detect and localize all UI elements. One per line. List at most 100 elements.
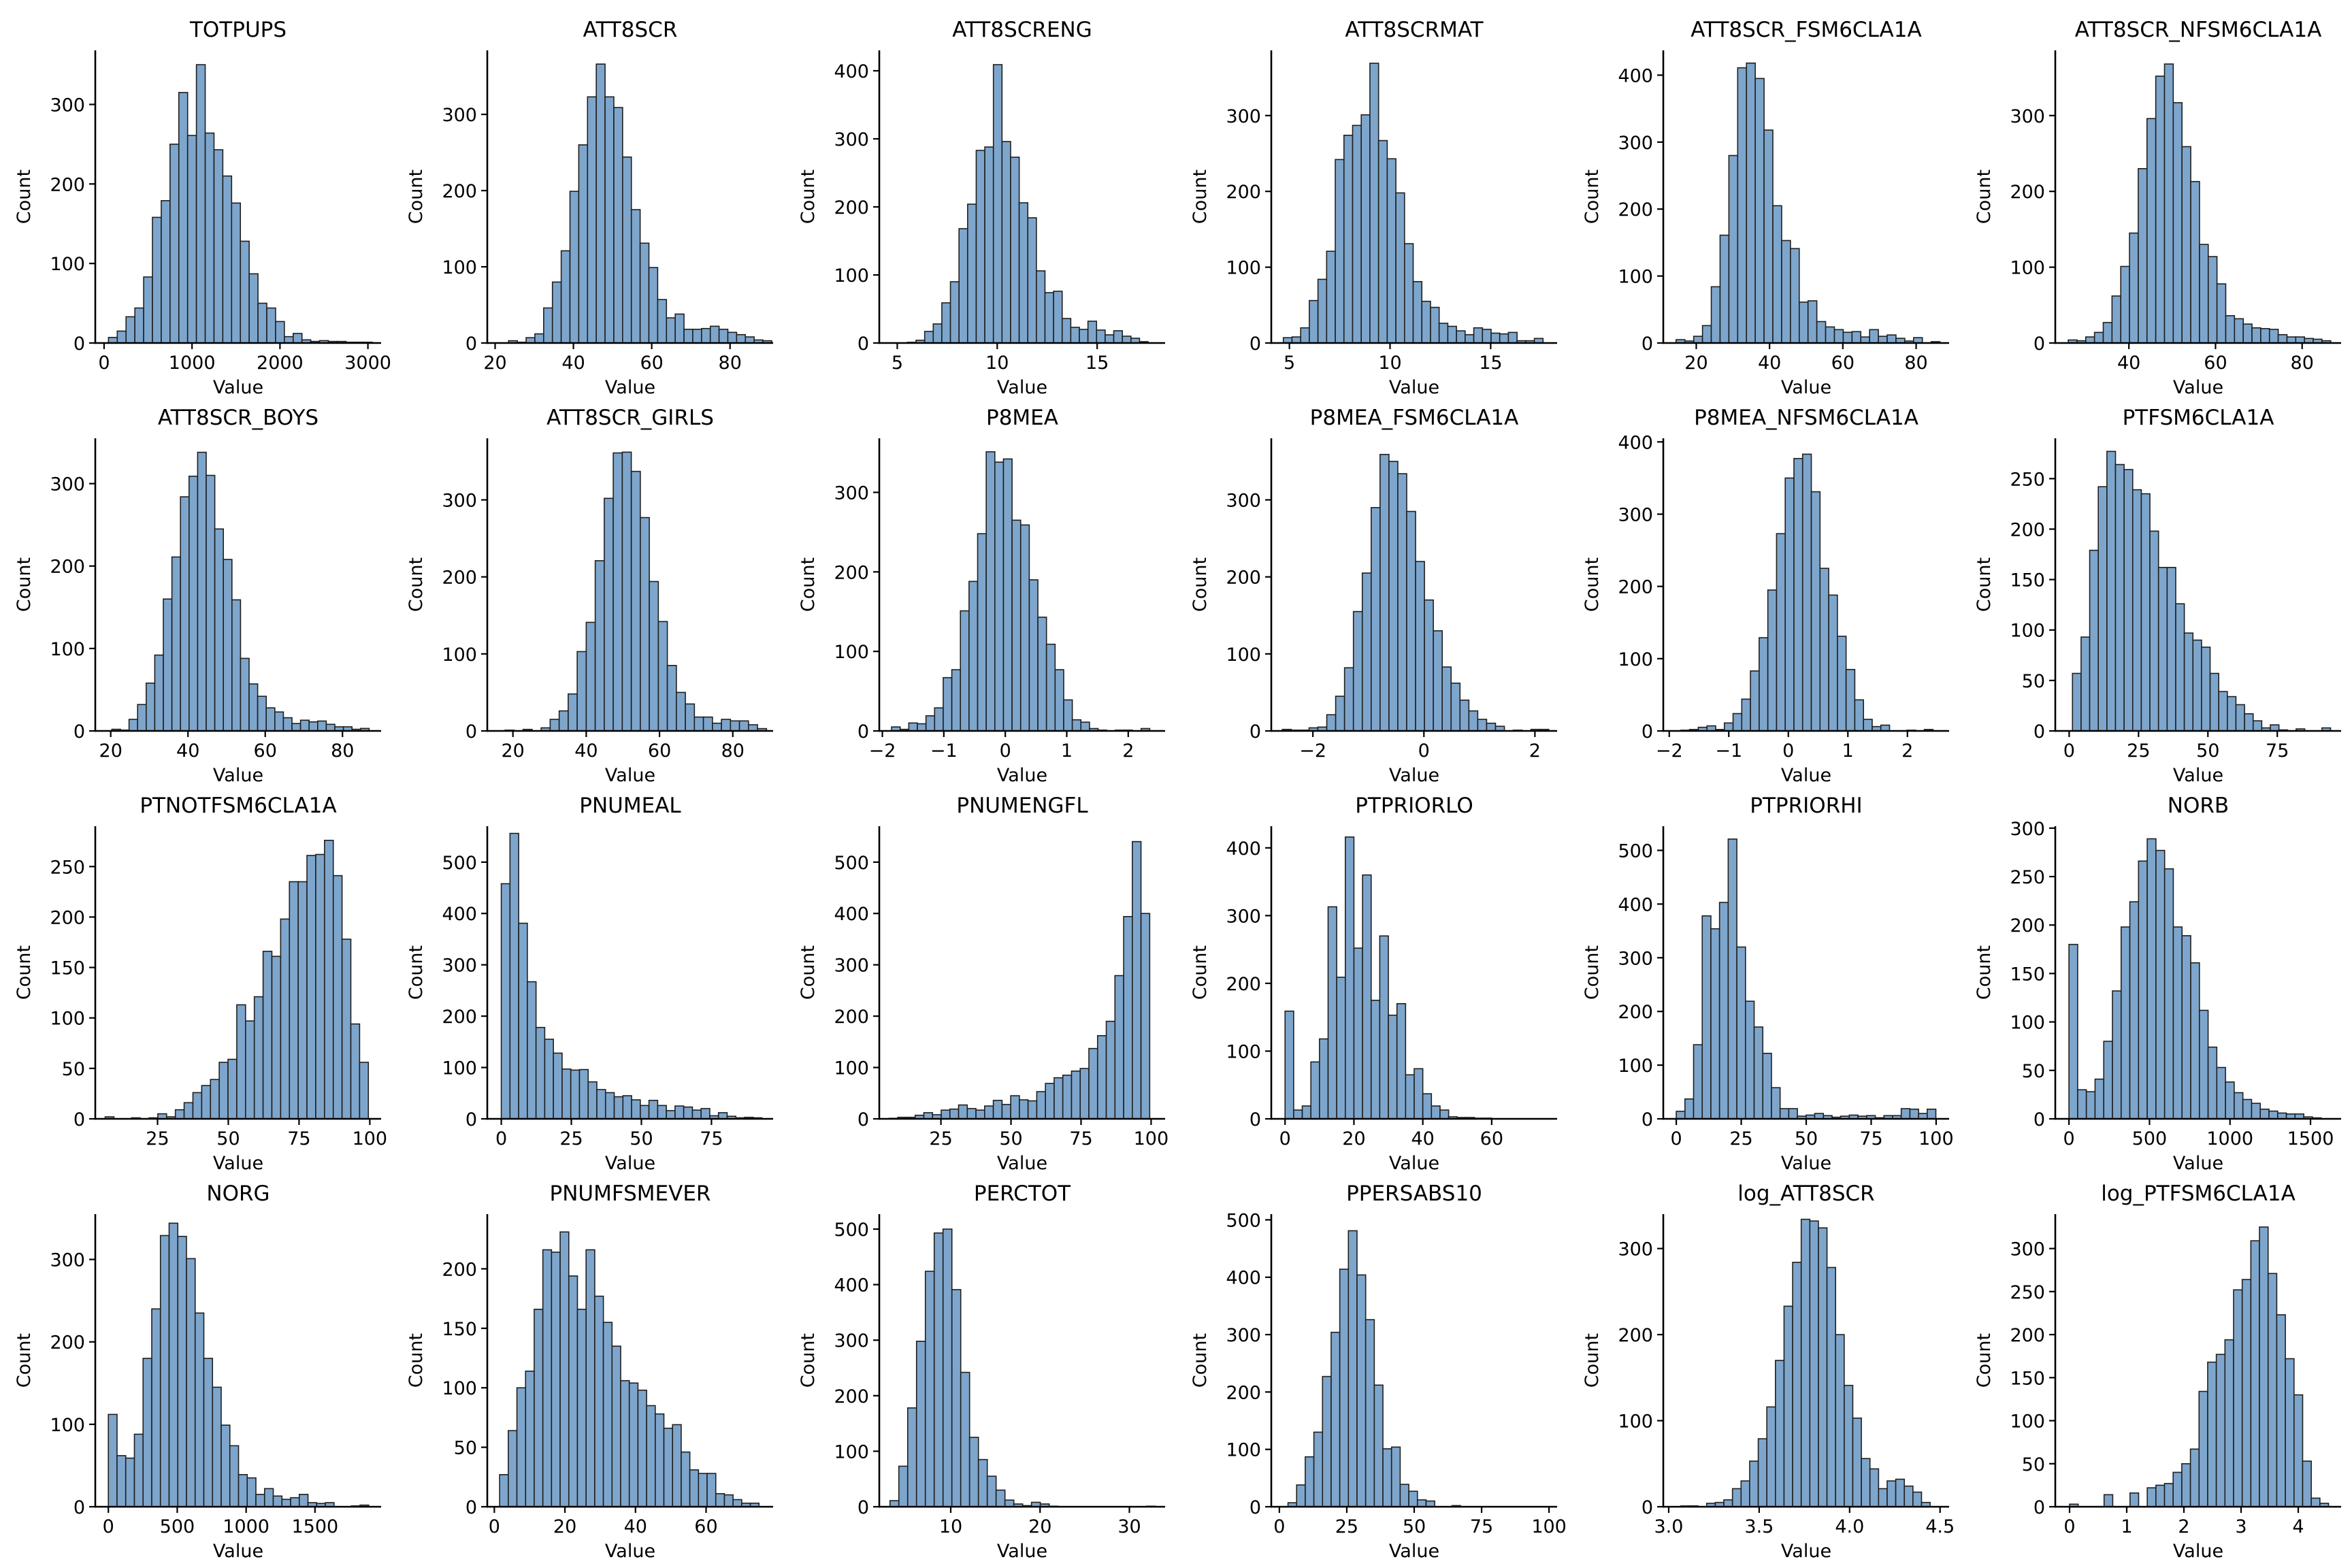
- x-tick-label: 2: [1529, 740, 1541, 762]
- x-tick-label: 60: [1480, 1128, 1503, 1149]
- histogram-bar: 12: [317, 720, 327, 732]
- histogram-bar: 51: [604, 1092, 615, 1120]
- histogram-bar: 57: [2072, 672, 2082, 732]
- histogram-bar: 265: [1011, 519, 1022, 732]
- x-tick-label: 25: [559, 1128, 583, 1149]
- histogram-bar: 18: [702, 716, 713, 732]
- y-tick-label: 100: [2010, 1013, 2045, 1034]
- histogram-bar: 142: [657, 621, 668, 732]
- histogram-bar: 179: [2089, 549, 2100, 732]
- x-tick-label: 25: [146, 1128, 169, 1149]
- y-tick-label: 50: [2022, 1454, 2045, 1475]
- histogram-bar: 205: [1361, 572, 1372, 732]
- chart-title: ATT8SCR_NFSM6CLA1A: [2075, 18, 2322, 42]
- histogram-bar: 20: [2251, 327, 2261, 344]
- histogram-bar: 100: [516, 1387, 527, 1507]
- y-axis-label: Count: [14, 945, 35, 1000]
- histogram-bar: 194: [568, 1275, 578, 1507]
- histogram-bar: 10: [1693, 336, 1703, 344]
- histogram-bar: 261: [186, 135, 197, 344]
- histogram-bar: 41: [2094, 1078, 2105, 1120]
- histogram-bar: 416: [1344, 836, 1355, 1120]
- y-axis-label: Count: [1974, 1333, 1995, 1388]
- histogram-bar: 230: [2138, 167, 2148, 344]
- histogram-bar: 22: [263, 1488, 274, 1507]
- y-tick-label: 200: [2010, 519, 2045, 540]
- bars: 4381427621011452302963523683172592131301…: [2068, 63, 2332, 344]
- histogram-bar: 32: [1816, 321, 1827, 344]
- y-tick-label: 0: [2034, 721, 2045, 742]
- x-axis-label: Value: [1389, 377, 1439, 398]
- bars: 2115291626333956591139712116616119823523…: [104, 839, 370, 1120]
- histogram-bar: 12: [717, 1112, 728, 1120]
- histogram-bar: 33: [666, 317, 676, 344]
- histogram-bar: 27: [2102, 322, 2113, 344]
- y-tick-label: 200: [834, 1386, 869, 1407]
- x-tick-label: 20: [1684, 353, 1708, 374]
- histogram-bar: 9: [917, 723, 927, 732]
- histogram-bar: 206: [1018, 202, 1029, 344]
- histogram-bar: 18: [1113, 330, 1123, 344]
- histogram-bar: 69: [1045, 1083, 1055, 1120]
- histogram-bar: 309: [2250, 1240, 2260, 1507]
- histogram-bar: 48: [568, 693, 578, 732]
- y-tick-label: 100: [50, 254, 85, 275]
- x-tick-label: 1500: [291, 1516, 338, 1537]
- histogram-bar: 39: [1399, 1484, 1409, 1507]
- y-tick-label: 200: [2010, 915, 2045, 936]
- histogram-bar: 28: [265, 707, 276, 732]
- bars: 3171246801211992603233663233092441751319…: [508, 63, 772, 344]
- histogram-bar: 161: [2190, 962, 2200, 1120]
- x-tick-label: 1: [1842, 740, 1854, 762]
- y-tick-label: 500: [834, 1220, 869, 1241]
- histogram-bar: 98: [1079, 1068, 1090, 1120]
- histogram-bar: 23: [1070, 327, 1080, 344]
- histogram-bar: 122: [1762, 1052, 1772, 1120]
- bars: 4585563812671781551289795967257514345372…: [500, 832, 763, 1120]
- x-tick-label: 10: [985, 353, 1009, 374]
- y-tick-label: 100: [1618, 1411, 1653, 1433]
- histogram-bar: 20: [1833, 329, 1844, 344]
- histogram-bar: 212: [1373, 1384, 1384, 1507]
- histogram-bar: 125: [968, 1437, 979, 1507]
- x-tick-label: 4: [2292, 1516, 2304, 1537]
- histogram-bar: 40: [1459, 699, 1470, 732]
- histogram-bar: 277: [2106, 451, 2117, 732]
- histogram-bar: 56: [1861, 1458, 1871, 1507]
- x-tick-label: 40: [1411, 1128, 1434, 1149]
- histogram-bar: 368: [2163, 63, 2174, 344]
- y-axis-label: Count: [406, 169, 427, 224]
- x-tick-label: 1000: [169, 353, 216, 374]
- y-tick-label: 250: [2010, 469, 2045, 490]
- histogram-bar: 252: [1353, 947, 1363, 1120]
- y-tick-label: 100: [834, 265, 869, 287]
- histogram-bar: 414: [1339, 1269, 1350, 1507]
- histogram-bar: 16: [1456, 330, 1466, 344]
- y-tick-label: 50: [62, 1059, 85, 1080]
- histogram-bar: 44: [1869, 1468, 1880, 1507]
- histogram-bar: 178: [906, 1407, 917, 1507]
- x-tick-label: 3: [2235, 1516, 2247, 1537]
- y-tick-label: 400: [1618, 432, 1653, 453]
- histogram-panel-pnumengfl: 1337128171927201725362845373553698085939…: [798, 794, 1169, 1174]
- histogram-panel-p8mea-nfsm6cla1a: 1257211244483129195273350377383331225188…: [1582, 406, 1949, 786]
- histogram-bar: 17: [691, 1109, 702, 1120]
- y-tick-label: 400: [1618, 894, 1653, 915]
- histogram-bar: 313: [1327, 906, 1337, 1120]
- chart-title: TOTPUPS: [189, 18, 287, 42]
- histogram-bar: 235: [194, 1312, 205, 1507]
- histogram-bar: 95: [570, 1069, 581, 1120]
- histogram-bar: 21: [1878, 1488, 1888, 1507]
- histogram-bar: 79: [1757, 1438, 1767, 1507]
- y-tick-label: 300: [1618, 133, 1653, 154]
- histogram-bar: 18: [683, 329, 693, 344]
- y-axis-label: Count: [1582, 1333, 1603, 1388]
- histogram-bar: 131: [639, 242, 650, 344]
- y-tick-label: 200: [442, 1007, 477, 1028]
- histogram-panel-pnumeal: 4585563812671781551289795967257514345372…: [406, 794, 773, 1174]
- histogram-bar: 13: [730, 720, 740, 732]
- histogram-bar: 264: [2241, 1279, 2252, 1507]
- y-tick-label: 200: [2010, 1325, 2045, 1346]
- histogram-bar: 37: [631, 1099, 641, 1120]
- x-tick-label: 20: [1028, 1516, 1051, 1537]
